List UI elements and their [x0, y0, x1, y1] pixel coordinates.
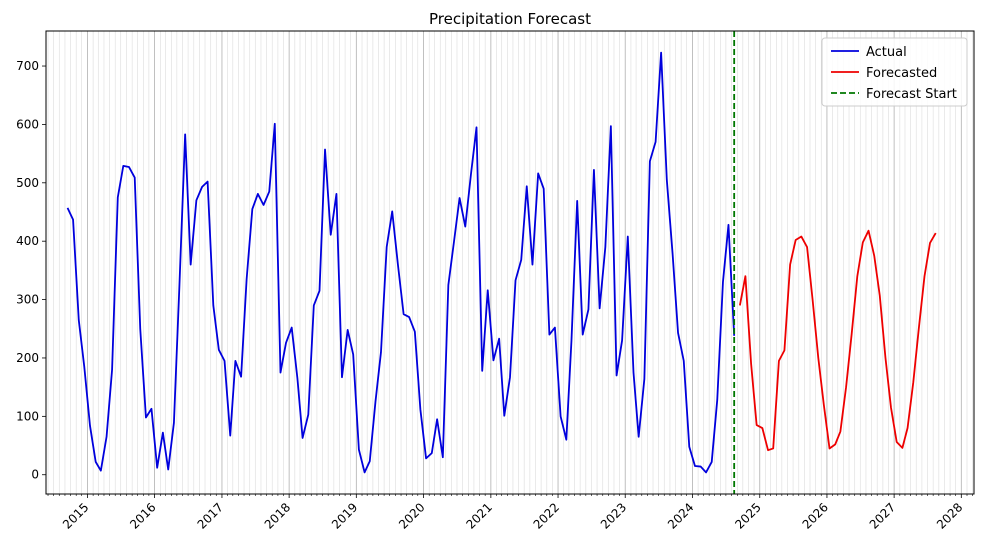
legend-label-actual: Actual — [866, 45, 907, 60]
y-tick-label: 200 — [16, 351, 39, 365]
x-tick-label: 2020 — [396, 500, 427, 531]
x-tick-label: 2028 — [934, 500, 965, 531]
y-tick-label: 400 — [16, 234, 39, 248]
chart-title: Precipitation Forecast — [429, 10, 591, 28]
legend-label-forecasted: Forecasted — [866, 66, 937, 81]
series-line-forecasted — [738, 229, 937, 452]
y-tick-label: 100 — [16, 409, 39, 423]
x-tick-label: 2015 — [60, 500, 91, 531]
y-tick-label: 600 — [16, 117, 39, 131]
x-tick-label: 2024 — [665, 500, 696, 531]
x-tick-label: 2021 — [463, 500, 494, 531]
y-tick-label: 500 — [16, 176, 39, 190]
series-layer — [66, 31, 937, 494]
plot-frame — [45, 30, 975, 495]
legend-label-forecast-start: Forecast Start — [866, 87, 957, 102]
y-tick-label: 700 — [16, 59, 39, 73]
x-tick-label: 2018 — [262, 500, 293, 531]
x-tick-label: 2023 — [598, 500, 629, 531]
series-line-actual — [66, 51, 736, 474]
y-tick-label: 300 — [16, 293, 39, 307]
legend-box — [821, 37, 968, 107]
x-tick-label: 2017 — [195, 500, 226, 531]
x-tick-label: 2022 — [531, 500, 562, 531]
legend: Actual Forecasted Forecast Start — [821, 37, 968, 107]
x-tick-label: 2027 — [867, 500, 898, 531]
x-tick-label: 2026 — [800, 500, 831, 531]
x-tick-label: 2016 — [127, 500, 158, 531]
x-tick-label: 2019 — [329, 500, 360, 531]
x-tick-label: 2025 — [732, 500, 763, 531]
axis-layer: 2015 2016 2017 2018 2019 2020 2021 2022 2023 2024… — [16, 59, 973, 532]
y-tick-label: 0 — [31, 468, 39, 482]
